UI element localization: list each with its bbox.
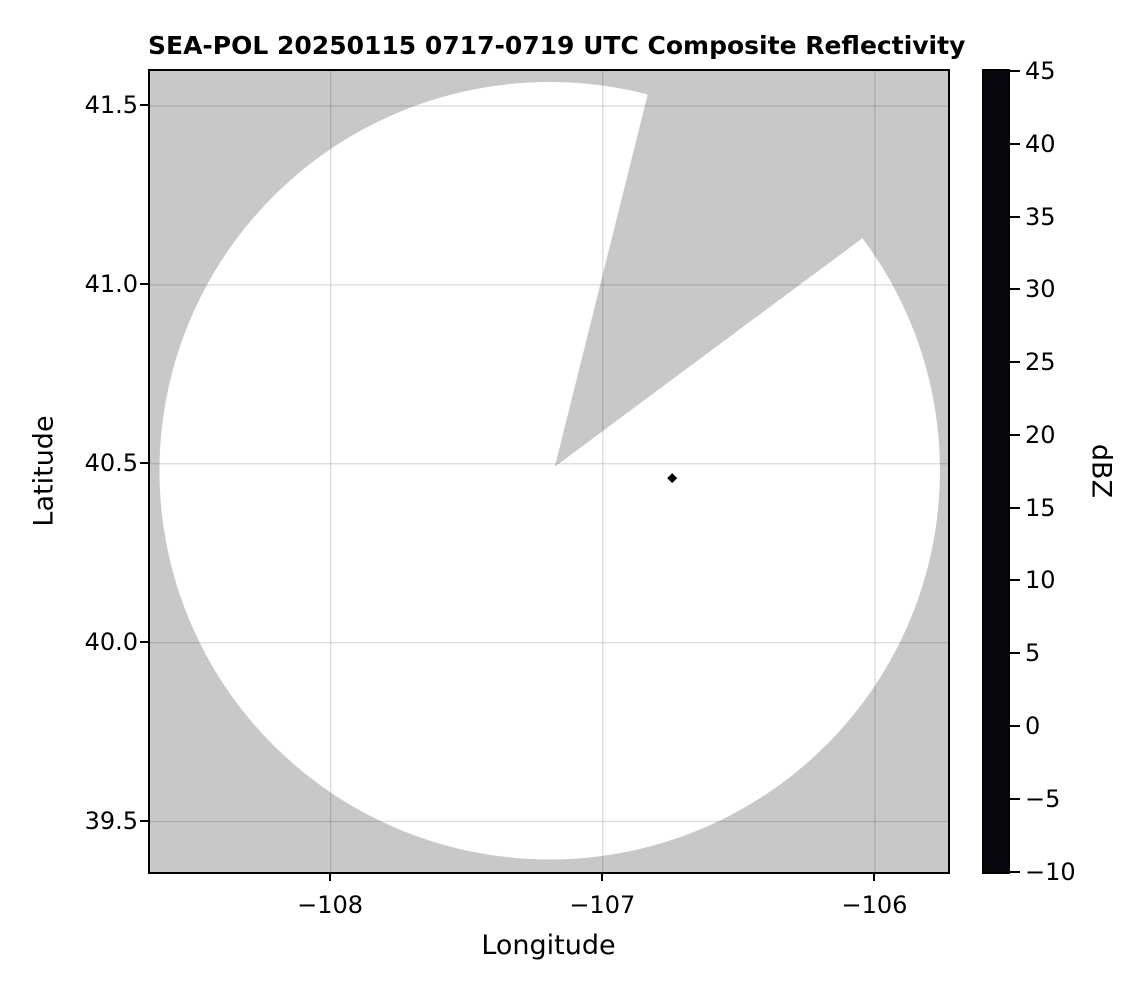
colorbar-tick xyxy=(1009,870,1020,873)
colorbar-tick-label: 0 xyxy=(1025,711,1041,740)
colorbar-tick-label: 20 xyxy=(1025,420,1056,449)
colorbar-tick-label: 35 xyxy=(1025,202,1056,231)
y-axis-tick-label: 39.5 xyxy=(84,807,138,836)
colorbar-tick xyxy=(1009,652,1020,655)
y-axis-tick xyxy=(140,104,148,107)
y-axis-tick-label: 41.0 xyxy=(84,270,138,299)
colorbar-gradient xyxy=(984,71,1008,872)
x-axis-tick xyxy=(601,873,604,881)
colorbar-tick xyxy=(1009,142,1020,145)
y-axis-tick xyxy=(140,462,148,465)
colorbar-tick xyxy=(1009,70,1020,72)
x-axis-tick xyxy=(873,873,876,881)
colorbar-tick-label: 30 xyxy=(1025,275,1056,304)
colorbar-tick-label: 45 xyxy=(1025,57,1056,85)
echo-marker xyxy=(666,472,677,483)
colorbar-tick-label: −5 xyxy=(1025,784,1061,813)
y-axis-tick xyxy=(140,641,148,644)
colorbar-tick-label: −10 xyxy=(1025,857,1076,886)
y-axis-tick xyxy=(140,283,148,286)
colorbar-tick xyxy=(1009,724,1020,727)
colorbar-tick xyxy=(1009,361,1020,364)
plot-frame xyxy=(148,69,950,874)
colorbar-tick xyxy=(1009,506,1020,509)
colorbar-tick-label: 5 xyxy=(1025,639,1041,668)
colorbar-tick xyxy=(1009,433,1020,436)
x-axis-label: Longitude xyxy=(481,930,616,961)
colorbar-label: dBZ xyxy=(1085,443,1117,499)
colorbar-tick xyxy=(1009,288,1020,291)
blocked-sector-wedge xyxy=(554,70,932,467)
colorbar-tick-label: 25 xyxy=(1025,348,1056,377)
x-axis-tick xyxy=(329,873,332,881)
colorbar-tick xyxy=(1009,797,1020,800)
plot-area xyxy=(149,70,948,872)
y-axis-tick xyxy=(140,820,148,823)
colorbar-tick xyxy=(1009,215,1020,218)
colorbar-tick-label: 40 xyxy=(1025,129,1056,158)
y-axis-tick-label: 41.5 xyxy=(84,91,138,120)
chart-title: SEA-POL 20250115 0717-0719 UTC Composite… xyxy=(148,31,966,60)
y-axis-tick-label: 40.5 xyxy=(84,449,138,478)
x-axis-tick-label: −108 xyxy=(297,891,364,919)
colorbar-tick-label: 15 xyxy=(1025,493,1056,522)
y-axis-tick-label: 40.0 xyxy=(84,628,138,657)
x-axis-tick-label: −106 xyxy=(841,891,908,919)
x-axis-tick-label: −107 xyxy=(569,891,636,919)
colorbar-tick xyxy=(1009,579,1020,582)
colorbar xyxy=(982,69,1010,874)
y-axis-label: Latitude xyxy=(28,415,60,527)
colorbar-tick-label: 10 xyxy=(1025,566,1056,595)
